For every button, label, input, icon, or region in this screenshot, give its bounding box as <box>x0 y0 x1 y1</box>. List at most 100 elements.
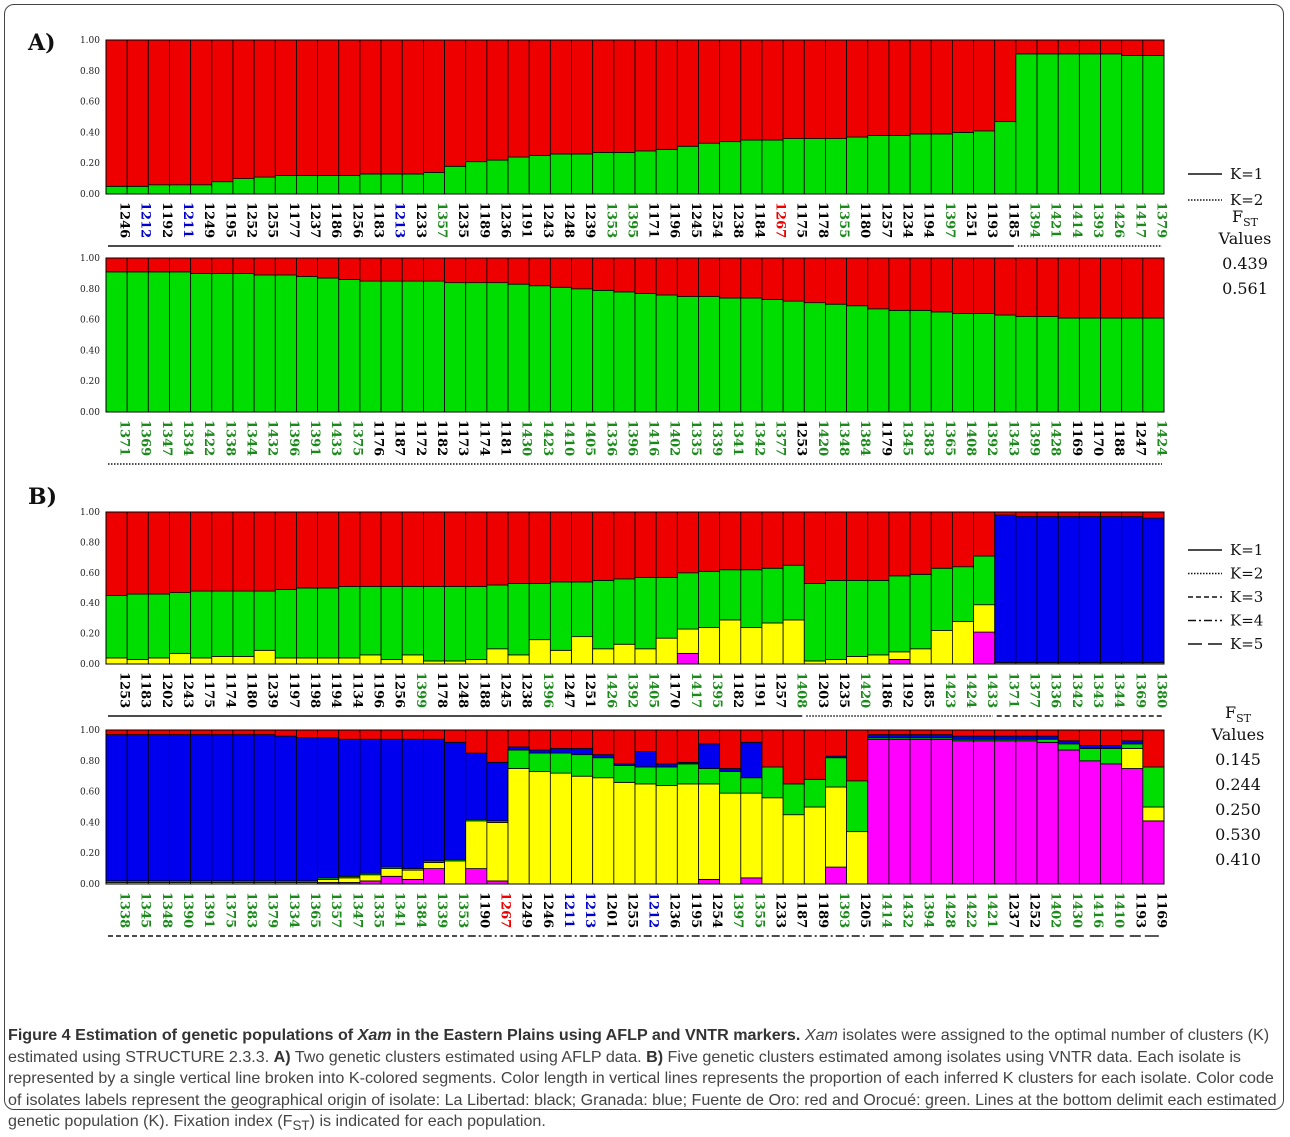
bar-segment <box>296 257 319 277</box>
category-label: 1428 <box>942 892 957 928</box>
category-label: 1405 <box>646 672 661 708</box>
bar-segment <box>190 184 213 195</box>
bar-segment <box>486 511 509 586</box>
legend-label: K=1 <box>1230 541 1263 559</box>
bar-segment <box>1142 39 1165 56</box>
category-label: 1251 <box>963 202 978 238</box>
category-label: 1384 <box>857 420 872 456</box>
category-label: 1402 <box>667 420 682 456</box>
bar-segment <box>655 637 678 665</box>
y-tick-label: 0.80 <box>80 67 100 77</box>
bar-segment <box>126 257 149 273</box>
bar-segment <box>211 39 234 183</box>
category-label: 1190 <box>476 892 491 928</box>
bar-segment <box>253 590 276 651</box>
category-label: 1343 <box>1090 672 1105 708</box>
fst-title: FST <box>1232 207 1259 229</box>
bar-segment <box>486 761 509 822</box>
bar-segment <box>1100 516 1123 663</box>
bar-segment <box>232 729 255 736</box>
category-label: 1334 <box>180 420 195 456</box>
bar-segment <box>930 630 953 665</box>
bar-segment <box>105 185 128 195</box>
category-label: 1237 <box>1005 892 1020 928</box>
bar-segment <box>422 862 445 870</box>
bar-segment <box>486 822 509 882</box>
bar-segment <box>549 729 572 749</box>
bar-segment <box>676 628 699 654</box>
category-label: 1181 <box>497 420 512 456</box>
category-label: 1211 <box>180 202 195 238</box>
bar-segment <box>634 257 657 294</box>
category-label: 1338 <box>117 892 132 928</box>
bar-segment <box>1078 317 1101 413</box>
category-label: 1195 <box>222 202 237 238</box>
bar-segment <box>782 814 805 885</box>
bar-segment <box>232 734 255 882</box>
bar-segment <box>825 659 848 665</box>
y-tick-label: 0.40 <box>80 128 100 138</box>
bar-segment <box>719 39 742 143</box>
category-label: 1252 <box>1026 892 1041 928</box>
bar-segment <box>867 738 890 885</box>
chart-a-top: 1.00 0.80 0.60 0.40 0.20 0.00 1246 1212 1192 1211… <box>80 36 1168 247</box>
category-label: 1246 <box>117 202 132 238</box>
legend-label: K=4 <box>1230 612 1263 630</box>
category-label: 1392 <box>984 420 999 456</box>
bar-segment <box>422 257 445 282</box>
bar-segment <box>126 185 149 195</box>
bar-segment <box>1015 257 1038 317</box>
category-label: 1234 <box>900 202 915 238</box>
bar-segment <box>803 257 826 304</box>
bar-segment <box>465 729 488 754</box>
bar-segment <box>719 729 742 769</box>
bar-segment <box>825 39 848 139</box>
bar-segment <box>973 735 996 740</box>
bar-segment <box>507 39 530 158</box>
bar-segment <box>592 257 615 291</box>
category-label: 1192 <box>900 672 915 708</box>
bar-segment <box>401 729 424 740</box>
bar-segment <box>825 729 848 757</box>
bar-segment <box>507 729 530 748</box>
bar-segment <box>930 257 953 313</box>
bar-segment <box>973 257 996 314</box>
bar-segment <box>528 729 551 751</box>
bar-segment <box>338 39 361 176</box>
bar-segment <box>592 648 615 665</box>
bar-segment <box>634 766 657 785</box>
bar-segment <box>422 172 445 195</box>
category-label: 1236 <box>497 202 512 238</box>
bar-segment <box>782 783 805 816</box>
fst-title-2: Values <box>1211 725 1265 744</box>
bar-segment <box>930 311 953 413</box>
category-label: 1369 <box>1132 672 1147 708</box>
bar-segment <box>888 729 911 736</box>
bar-segment <box>317 737 340 879</box>
bar-segment <box>486 159 509 195</box>
category-label: 1170 <box>667 672 682 708</box>
caption-title-em: Xam <box>357 1026 392 1044</box>
fst-value: 0.561 <box>1222 279 1268 298</box>
bar-segment <box>761 766 784 799</box>
bar-segment <box>232 590 255 657</box>
bar-segment <box>507 749 530 769</box>
category-label: 1248 <box>561 202 576 238</box>
bar-segment <box>676 511 699 574</box>
bar-segment <box>1100 748 1123 765</box>
category-label: 1186 <box>328 202 343 238</box>
bar-segment <box>1121 317 1144 413</box>
bar-segment <box>549 581 572 651</box>
y-tick-label: 0.20 <box>80 159 100 169</box>
bar-segment <box>782 511 805 566</box>
bar-segment <box>486 648 509 665</box>
bar-segment <box>952 735 974 740</box>
bar-segment <box>740 139 763 195</box>
bar-segment <box>338 738 361 877</box>
category-label: 1336 <box>603 420 618 456</box>
bar-segment <box>401 654 424 665</box>
bar-segment <box>973 729 996 737</box>
bar-segment <box>296 737 319 882</box>
category-label: 1211 <box>561 892 576 928</box>
bar-segment <box>1142 820 1165 885</box>
